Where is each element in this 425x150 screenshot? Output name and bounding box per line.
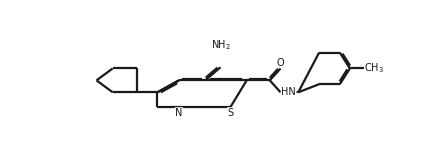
Text: O: O <box>277 58 284 68</box>
Text: S: S <box>227 108 234 118</box>
Text: N: N <box>175 108 183 118</box>
Text: HN: HN <box>281 87 296 97</box>
Text: NH$_2$: NH$_2$ <box>210 38 230 52</box>
Text: CH$_3$: CH$_3$ <box>365 61 385 75</box>
